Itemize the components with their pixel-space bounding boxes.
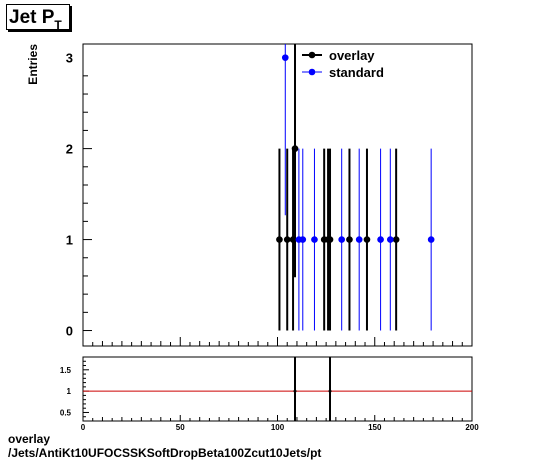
data-point-standard <box>355 236 363 243</box>
caption-path: /Jets/AntiKt10UFOCSSKSoftDropBeta100Zcut… <box>8 446 322 460</box>
data-point-standard <box>311 236 318 243</box>
ratio-x-tick-label: 200 <box>465 423 479 430</box>
ratio-x-tick-label: 0 <box>81 423 86 430</box>
data-point-overlay <box>283 236 291 243</box>
ratio-x-tick-label: 150 <box>368 423 382 430</box>
main-plot: 0 1 2 3 Entries overlay standard <box>26 43 473 347</box>
data-point-overlay <box>326 236 334 243</box>
ratio-point <box>328 389 332 393</box>
plot-title: Jet PT <box>6 4 70 32</box>
data-point-standard <box>338 236 345 243</box>
data-point-standard <box>281 54 289 61</box>
data-point-standard <box>377 236 384 243</box>
data-point-overlay <box>392 236 400 243</box>
data-point-overlay <box>346 236 353 243</box>
title-subscript: T <box>54 18 62 32</box>
ratio-point <box>293 389 297 393</box>
title-main: Jet P <box>9 7 55 28</box>
y-tick-label: 3 <box>66 51 73 66</box>
data-point-standard <box>427 236 435 243</box>
ratio-plot: 0 50 100 150 200 0.5 1 1.5 <box>60 356 479 430</box>
data-point-overlay <box>276 236 283 243</box>
legend-label-overlay: overlay <box>329 48 375 63</box>
data-point-standard <box>299 236 307 243</box>
y-axis-label: Entries <box>26 44 40 85</box>
legend-marker-overlay <box>308 51 316 59</box>
ratio-x-tick-label: 50 <box>176 423 185 430</box>
ratio-x-tick-label: 100 <box>271 423 285 430</box>
legend-label-standard: standard <box>329 65 384 80</box>
ratio-frame <box>82 356 473 422</box>
legend-marker-standard <box>308 68 316 76</box>
ratio-y-tick-label: 0.5 <box>60 408 72 417</box>
y-tick-label: 1 <box>66 233 73 248</box>
caption-label: overlay <box>8 432 51 446</box>
ratio-y-tick-label: 1 <box>67 387 72 396</box>
data-point-standard <box>387 236 394 243</box>
ratio-y-tick-label: 1.5 <box>60 366 72 375</box>
data-point-overlay <box>291 145 299 152</box>
main-frame <box>82 43 473 347</box>
data-point-overlay <box>363 236 371 243</box>
y-tick-label: 0 <box>66 324 73 339</box>
y-tick-label: 2 <box>66 142 73 157</box>
